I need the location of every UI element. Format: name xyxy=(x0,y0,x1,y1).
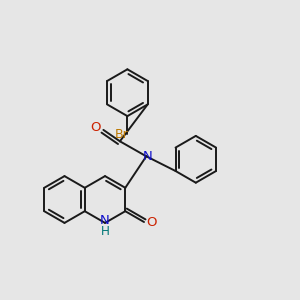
Text: O: O xyxy=(91,121,101,134)
Text: Br: Br xyxy=(115,128,129,142)
Text: N: N xyxy=(100,214,110,227)
Text: O: O xyxy=(147,215,157,229)
Text: N: N xyxy=(142,150,152,163)
Text: H: H xyxy=(100,225,109,239)
